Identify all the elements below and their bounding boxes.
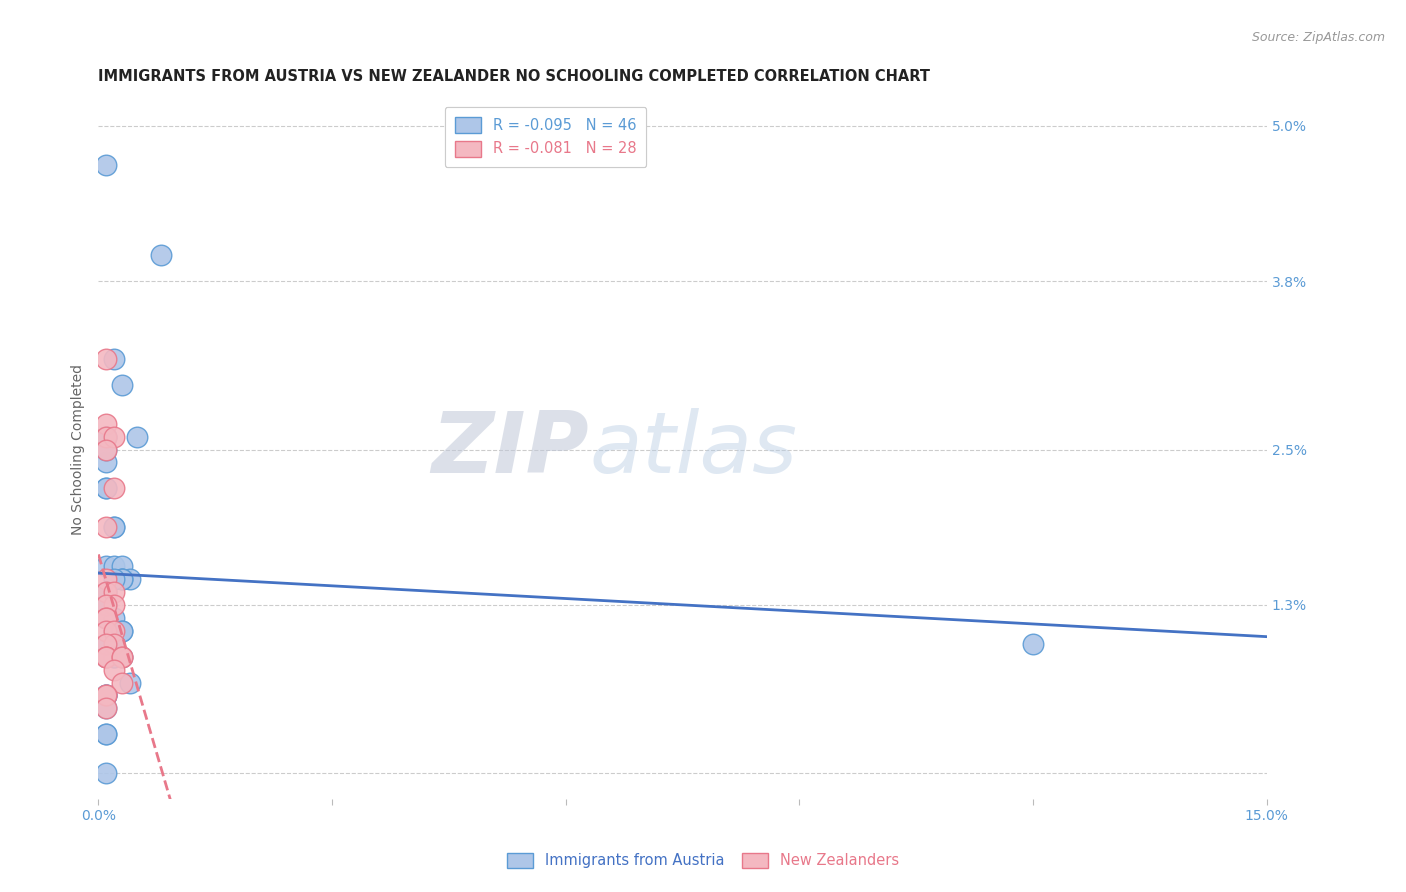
Point	[96, 649, 118, 664]
Point	[103, 637, 125, 651]
Point	[96, 598, 118, 612]
Point	[96, 442, 118, 457]
Point	[96, 689, 118, 703]
Point	[96, 351, 118, 366]
Point	[103, 481, 125, 495]
Point	[96, 417, 118, 431]
Point	[96, 585, 118, 599]
Point	[103, 598, 125, 612]
Point	[118, 572, 141, 586]
Point	[96, 649, 118, 664]
Point	[96, 559, 118, 574]
Point	[96, 637, 118, 651]
Point	[103, 649, 125, 664]
Point	[111, 559, 134, 574]
Point	[96, 598, 118, 612]
Point	[111, 624, 134, 638]
Point	[96, 649, 118, 664]
Point	[103, 611, 125, 625]
Point	[96, 598, 118, 612]
Point	[103, 637, 125, 651]
Point	[111, 572, 134, 586]
Point	[96, 585, 118, 599]
Text: atlas: atlas	[589, 408, 797, 491]
Point	[96, 624, 118, 638]
Point	[96, 689, 118, 703]
Point	[103, 585, 125, 599]
Point	[96, 611, 118, 625]
Point	[111, 572, 134, 586]
Point	[111, 649, 134, 664]
Point	[111, 675, 134, 690]
Point	[96, 429, 118, 443]
Point	[96, 585, 118, 599]
Point	[111, 649, 134, 664]
Point	[96, 442, 118, 457]
Point	[103, 624, 125, 638]
Point	[96, 572, 118, 586]
Point	[96, 701, 118, 715]
Legend: Immigrants from Austria, New Zealanders: Immigrants from Austria, New Zealanders	[499, 846, 907, 876]
Point	[103, 520, 125, 534]
Point	[96, 611, 118, 625]
Point	[103, 637, 125, 651]
Point	[111, 377, 134, 392]
Point	[96, 520, 118, 534]
Point	[96, 481, 118, 495]
Point	[96, 429, 118, 443]
Text: IMMIGRANTS FROM AUSTRIA VS NEW ZEALANDER NO SCHOOLING COMPLETED CORRELATION CHAR: IMMIGRANTS FROM AUSTRIA VS NEW ZEALANDER…	[98, 69, 931, 84]
Point	[111, 572, 134, 586]
Point	[103, 559, 125, 574]
Point	[96, 727, 118, 741]
Point	[111, 624, 134, 638]
Point	[118, 675, 141, 690]
Point	[96, 689, 118, 703]
Text: Source: ZipAtlas.com: Source: ZipAtlas.com	[1251, 31, 1385, 45]
Text: ZIP: ZIP	[432, 408, 589, 491]
Point	[96, 611, 118, 625]
Point	[111, 649, 134, 664]
Point	[103, 663, 125, 677]
Point	[96, 158, 118, 172]
Point	[96, 637, 118, 651]
Point	[103, 429, 125, 443]
Point	[103, 572, 125, 586]
Point	[96, 429, 118, 443]
Legend: R = -0.095   N = 46, R = -0.081   N = 28: R = -0.095 N = 46, R = -0.081 N = 28	[444, 107, 647, 167]
Point	[96, 481, 118, 495]
Point	[96, 766, 118, 780]
Point	[103, 520, 125, 534]
Point	[96, 701, 118, 715]
Point	[96, 455, 118, 469]
Point	[96, 649, 118, 664]
Point	[96, 689, 118, 703]
Point	[103, 649, 125, 664]
Point	[96, 727, 118, 741]
Point	[149, 248, 172, 262]
Point	[1022, 637, 1045, 651]
Point	[103, 624, 125, 638]
Point	[96, 689, 118, 703]
Y-axis label: No Schooling Completed: No Schooling Completed	[72, 364, 86, 535]
Point	[127, 429, 149, 443]
Point	[103, 351, 125, 366]
